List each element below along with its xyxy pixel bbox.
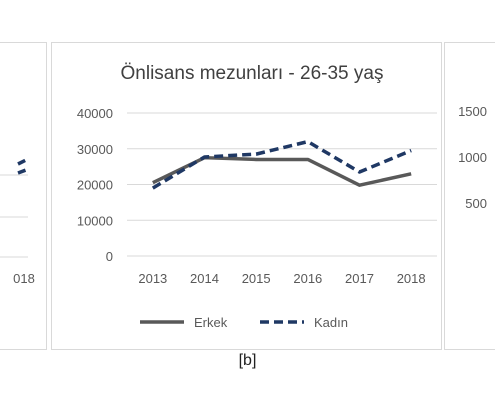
x-tick-label: 2017 <box>345 271 374 286</box>
figure-caption: [b] <box>238 352 257 369</box>
legend-label: Kadın <box>314 315 348 330</box>
left-series-fragment <box>17 168 27 175</box>
right-y-tick-label: 500 <box>465 196 487 211</box>
series-lines <box>151 139 412 190</box>
right-y-tick-label: 1500 <box>458 104 487 119</box>
left-chart-panel: 018 <box>0 42 47 350</box>
x-tick-label: 2013 <box>138 271 167 286</box>
x-tick-label: 2014 <box>190 271 219 286</box>
chart-title: Önlisans mezunları - 26-35 yaş <box>121 63 384 84</box>
left-chart-svg: 018 <box>0 158 35 286</box>
left-x-tick-label: 018 <box>13 271 35 286</box>
x-tick-label: 2018 <box>397 271 426 286</box>
center-chart-panel: Önlisans mezunları - 26-35 yaş 0 10000 200… <box>51 42 442 350</box>
series-line-kadın <box>151 139 412 190</box>
x-axis-ticks: 2013 2014 2015 2016 2017 2018 <box>138 271 425 286</box>
right-y-tick-label: 1000 <box>458 150 487 165</box>
legend-label: Erkek <box>194 315 228 330</box>
y-axis-ticks: 0 10000 20000 30000 40000 <box>77 106 113 264</box>
y-tick-label: 10000 <box>77 213 113 228</box>
x-tick-label: 2015 <box>242 271 271 286</box>
legend: Erkek Kadın <box>140 315 348 330</box>
y-tick-label: 30000 <box>77 142 113 157</box>
right-chart-svg: Ö 1500 1000 500 <box>458 104 487 211</box>
y-tick-label: 0 <box>106 249 113 264</box>
left-series-fragment <box>17 158 27 166</box>
y-tick-label: 20000 <box>77 178 113 193</box>
right-chart-panel: Ö 1500 1000 500 <box>444 42 495 350</box>
x-tick-label: 2016 <box>293 271 322 286</box>
y-tick-label: 40000 <box>77 106 113 121</box>
main-line-chart: Önlisans mezunları - 26-35 yaş 0 10000 200… <box>77 63 437 330</box>
gridlines <box>127 112 437 257</box>
series-line-erkek <box>152 155 412 187</box>
